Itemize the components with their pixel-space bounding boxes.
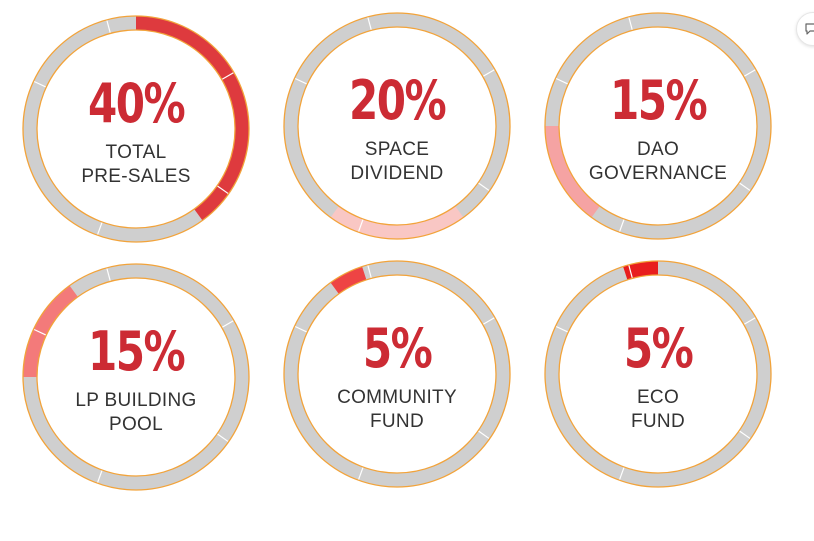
percentage-label: 15%: [88, 321, 184, 383]
category-label: FUND: [370, 411, 424, 432]
chat-bubble-icon: [805, 23, 814, 35]
ring-tick: [618, 218, 625, 233]
ring-tick: [294, 325, 308, 333]
percentage-label: 15%: [610, 70, 706, 132]
category-label: PRE-SALES: [81, 166, 190, 187]
ring-inner-border: [36, 29, 236, 229]
ring-chart: 15% DAO GOVERNANCE: [544, 12, 772, 240]
ring-tick: [367, 16, 372, 31]
percentage-label: 5%: [363, 318, 432, 380]
ring-outer-border: [22, 15, 250, 243]
ring-chart: 40% TOTAL PRE-SALES: [22, 15, 250, 243]
ring-segment: [545, 125, 600, 218]
ring-tick: [96, 221, 103, 236]
ring-tick: [477, 182, 490, 192]
ring-segment: [330, 266, 367, 295]
category-label: COMMUNITY: [337, 387, 457, 408]
ring-outer-border: [544, 260, 772, 488]
ring-tick: [106, 19, 111, 34]
ring-chart: 20% SPACE DIVIDEND: [283, 12, 511, 240]
ring-tick: [221, 71, 235, 81]
ring-track: [284, 261, 510, 487]
ring-inner-border: [558, 26, 758, 226]
ring-tick: [618, 466, 625, 481]
category-label: FUND: [631, 411, 685, 432]
category-label: GOVERNANCE: [589, 163, 727, 184]
ring-tick: [628, 264, 633, 279]
category-label: TOTAL: [106, 142, 167, 163]
ring-tick: [743, 68, 757, 78]
ring-tick: [738, 182, 751, 192]
ring-outer-border: [283, 260, 511, 488]
ring-tick: [33, 328, 47, 336]
ring-chart: 5% COMMUNITY FUND: [283, 260, 511, 488]
ring-tick: [555, 77, 569, 85]
ring-inner-border: [297, 26, 497, 226]
category-label: ECO: [637, 387, 679, 408]
ring-tick: [357, 218, 364, 233]
ring-tick: [628, 16, 633, 31]
ring-tick: [367, 264, 372, 279]
ring-chart: 15% LP BUILDING POOL: [22, 263, 250, 491]
category-label: DIVIDEND: [350, 163, 443, 184]
ring-segment: [623, 261, 659, 280]
ring-tick: [216, 433, 229, 443]
category-label: DAO: [637, 139, 679, 160]
ring-inner-border: [36, 277, 236, 477]
ring-tick: [482, 68, 496, 78]
ring-tick: [96, 469, 103, 484]
ring-outer-border: [283, 12, 511, 240]
ring-tick: [216, 185, 229, 195]
ring-inner-border: [558, 274, 758, 474]
ring-tick: [743, 316, 757, 326]
percentage-label: 20%: [349, 70, 445, 132]
ring-segment: [135, 16, 249, 221]
ring-tick: [555, 325, 569, 333]
ring-tick: [221, 319, 235, 329]
ring-tick: [33, 80, 47, 88]
ring-segment: [330, 206, 464, 239]
category-label: POOL: [109, 414, 163, 435]
ring-tick: [106, 267, 111, 282]
ring-segment: [23, 285, 78, 378]
ring-outer-border: [544, 12, 772, 240]
ring-chart: 5% ECO FUND: [544, 260, 772, 488]
percentage-label: 5%: [624, 318, 693, 380]
ring-tick: [357, 466, 364, 481]
ring-outer-border: [22, 263, 250, 491]
percentage-label: 40%: [88, 73, 184, 135]
ring-tick: [738, 430, 751, 440]
category-label: LP BUILDING: [75, 390, 196, 411]
ring-tick: [294, 77, 308, 85]
category-label: SPACE: [365, 139, 430, 160]
ring-tick: [482, 316, 496, 326]
ring-inner-border: [297, 274, 497, 474]
ring-tick: [477, 430, 490, 440]
